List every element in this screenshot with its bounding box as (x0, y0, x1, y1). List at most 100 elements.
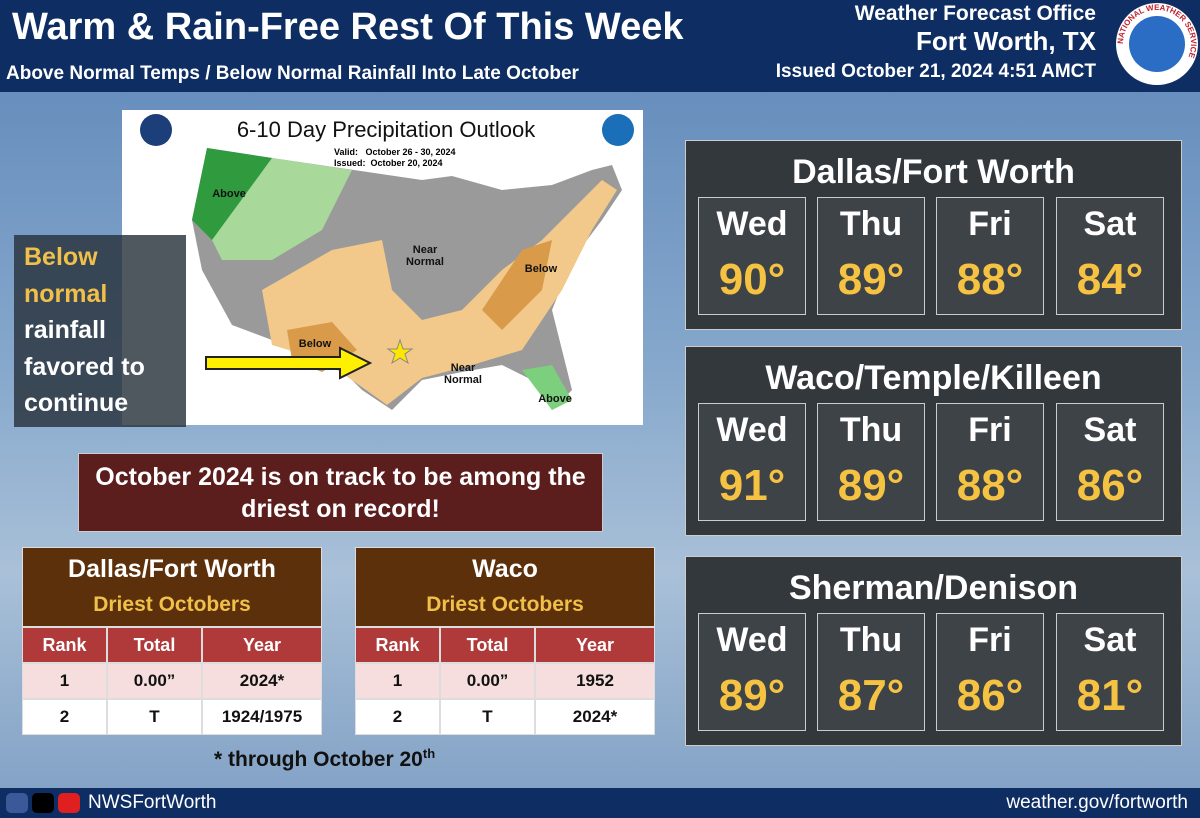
subtitle: Above Normal Temps / Below Normal Rainfa… (6, 63, 579, 84)
map-valid: Valid: October 26 - 30, 2024 (334, 147, 456, 157)
table-city: Dallas/Fort Worth (68, 555, 276, 583)
footer-url: weather.gov/fortworth (1006, 792, 1188, 813)
logo (140, 114, 172, 146)
day-name: Fri (968, 621, 1012, 659)
issued: Issued October 21, 2024 4:51 AMCT (775, 61, 1096, 82)
logo (602, 114, 634, 146)
column-header: Rank (355, 627, 440, 663)
forecast-city: Sherman/Denison (788, 569, 1079, 607)
table-cell: 2024* (535, 699, 655, 735)
footer-bar (0, 788, 1200, 818)
day-name: Fri (968, 205, 1012, 243)
footnote-suffix: th (422, 746, 436, 761)
column-header: Year (535, 627, 655, 663)
forecast-city: Waco/Temple/Killeen (765, 359, 1102, 397)
day-name: Wed (716, 205, 788, 243)
callout-line: normal (24, 279, 108, 308)
day-temp: 88° (956, 461, 1024, 510)
day-box (936, 403, 1044, 521)
title: Warm & Rain-Free Rest Of This Week (12, 6, 684, 48)
social-icon (32, 793, 54, 813)
star (386, 338, 414, 365)
location: Fort Worth, TX (915, 26, 1096, 56)
day-temp: 84° (1076, 255, 1144, 304)
day-name: Sat (1083, 205, 1137, 243)
callout-line: continue (24, 389, 129, 417)
header-bar (0, 0, 1200, 92)
table-cell: 0.00” (440, 663, 535, 699)
column-header: Rank (22, 627, 107, 663)
day-temp: 86° (1076, 461, 1144, 510)
day-box (1056, 403, 1164, 521)
day-box (698, 613, 806, 731)
nws-logo: NATIONAL WEATHER SERVICE (1116, 3, 1198, 85)
day-temp: 87° (837, 671, 905, 720)
day-box (1056, 197, 1164, 315)
banner: October 2024 is on track to be among the… (78, 453, 603, 532)
map-drawing (140, 114, 634, 410)
day-temp: 89° (837, 255, 905, 304)
column-header: Total (107, 627, 202, 663)
table-cell: 2024* (202, 663, 322, 699)
map-label: Above (212, 188, 246, 200)
map-label: Above (538, 393, 572, 405)
day-name: Thu (839, 205, 903, 243)
table-cell: 2 (355, 699, 440, 735)
footer-handle: NWSFortWorth (88, 792, 217, 813)
day-name: Wed (716, 411, 788, 449)
day-box (936, 197, 1044, 315)
table-header (355, 547, 655, 627)
callout-line: rainfall (24, 316, 106, 344)
forecast-city: Dallas/Fort Worth (792, 153, 1075, 191)
office: Weather Forecast Office (854, 2, 1096, 25)
table-subtitle: Driest Octobers (93, 593, 251, 616)
table-cell: 1 (355, 663, 440, 699)
column-header: Total (440, 627, 535, 663)
table-cell: 2 (22, 699, 107, 735)
day-temp: 86° (956, 671, 1024, 720)
callout-line: Below (24, 243, 98, 271)
day-temp: 88° (956, 255, 1024, 304)
day-box (817, 613, 925, 731)
day-name: Fri (968, 411, 1012, 449)
table-cell: T (440, 699, 535, 735)
day-name: Thu (839, 621, 903, 659)
map-label: Below (524, 263, 558, 275)
table-city: Waco (472, 555, 538, 583)
table-subtitle: Driest Octobers (426, 593, 584, 616)
day-box (936, 613, 1044, 731)
arrow (205, 346, 373, 380)
day-name: Sat (1083, 621, 1137, 659)
callout-line: favored to (24, 352, 145, 381)
column-header: Year (202, 627, 322, 663)
map-issued: Issued: October 20, 2024 (334, 158, 443, 168)
map-label: Near Normal (444, 362, 482, 386)
map-label: Below (298, 338, 332, 350)
social-icon (58, 793, 80, 813)
day-temp: 91° (718, 461, 786, 510)
footnote: * through October 20th (214, 746, 436, 771)
table-cell: 1 (22, 663, 107, 699)
table-cell: T (107, 699, 202, 735)
logo-center (1129, 16, 1185, 72)
below-dark (482, 240, 552, 330)
table-cell: 0.00” (107, 663, 202, 699)
day-box (817, 403, 925, 521)
table-cell: 1952 (535, 663, 655, 699)
day-temp: 89° (718, 671, 786, 720)
day-box (698, 403, 806, 521)
day-temp: 89° (837, 461, 905, 510)
map-label: Near Normal (406, 244, 444, 268)
table-cell: 1924/1975 (202, 699, 322, 735)
day-name: Thu (839, 411, 903, 449)
callout-box (14, 235, 186, 427)
day-box (1056, 613, 1164, 731)
day-box (817, 197, 925, 315)
day-name: Sat (1083, 411, 1137, 449)
map-title: 6-10 Day Precipitation Outlook (236, 117, 536, 142)
day-name: Wed (716, 621, 788, 659)
day-box (698, 197, 806, 315)
arrow-shape (205, 346, 373, 380)
social-icon (6, 793, 28, 813)
